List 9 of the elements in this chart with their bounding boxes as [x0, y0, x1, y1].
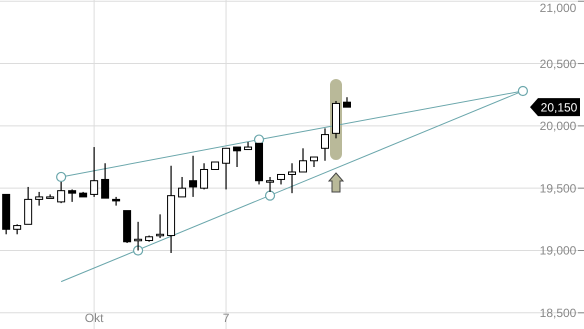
y-tick-label: 18,500: [540, 306, 577, 320]
x-tick-label: Okt: [84, 311, 104, 325]
text: 20,150: [540, 100, 578, 114]
x-tick-label: 7: [222, 311, 230, 325]
y-tick-label: 20,500: [540, 56, 577, 71]
y-tick-label: 20,000: [540, 119, 577, 134]
y-tick-label: 21,000: [540, 1, 577, 16]
y-tick-label: 19,000: [540, 244, 577, 258]
y-tick-label: 19,500: [540, 181, 577, 196]
